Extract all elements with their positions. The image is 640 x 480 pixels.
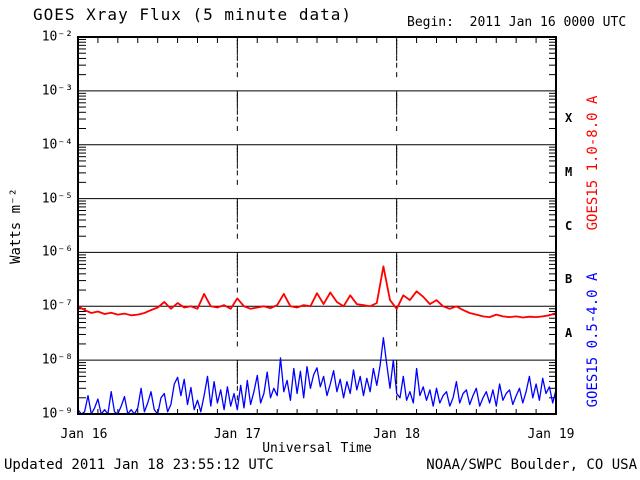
x-tick-label: Jan 19 bbox=[527, 427, 575, 442]
flare-class-label: C bbox=[565, 218, 573, 233]
begin-timestamp: Begin: 2011 Jan 16 0000 UTC bbox=[407, 15, 627, 30]
flare-class-label: B bbox=[565, 272, 573, 287]
y-tick-label: 10⁻⁹ bbox=[41, 406, 73, 422]
x-axis-title: Universal Time bbox=[262, 441, 372, 456]
plot-frame bbox=[77, 36, 557, 415]
page-title: GOES Xray Flux (5 minute data) bbox=[33, 5, 352, 24]
flare-class-label: X bbox=[565, 110, 573, 125]
series-goes15-short bbox=[77, 337, 557, 415]
series-goes15-long bbox=[77, 265, 557, 319]
y-tick-label: 10⁻² bbox=[41, 29, 73, 45]
x-tick-label: Jan 18 bbox=[373, 427, 421, 442]
y-tick-label: 10⁻⁵ bbox=[41, 191, 73, 207]
y-tick-label: 10⁻⁸ bbox=[41, 352, 73, 368]
y-axis-title: Watts m⁻² bbox=[8, 188, 24, 264]
legend-long-band: GOES15 1.0-8.0 A bbox=[585, 95, 601, 231]
legend-short-band: GOES15 0.5-4.0 A bbox=[585, 272, 601, 408]
y-tick-label: 10⁻⁴ bbox=[41, 137, 73, 153]
x-tick-label: Jan 17 bbox=[213, 427, 261, 442]
source-credit: NOAA/SWPC Boulder, CO USA bbox=[426, 457, 637, 473]
y-tick-label: 10⁻⁶ bbox=[41, 244, 73, 260]
updated-timestamp: Updated 2011 Jan 18 23:55:12 UTC bbox=[4, 457, 274, 473]
x-tick-label: Jan 16 bbox=[60, 427, 108, 442]
y-tick-label: 10⁻³ bbox=[41, 83, 73, 99]
y-tick-label: 10⁻⁷ bbox=[41, 298, 73, 314]
flare-class-label: M bbox=[565, 164, 573, 179]
flare-class-label: A bbox=[565, 326, 573, 341]
